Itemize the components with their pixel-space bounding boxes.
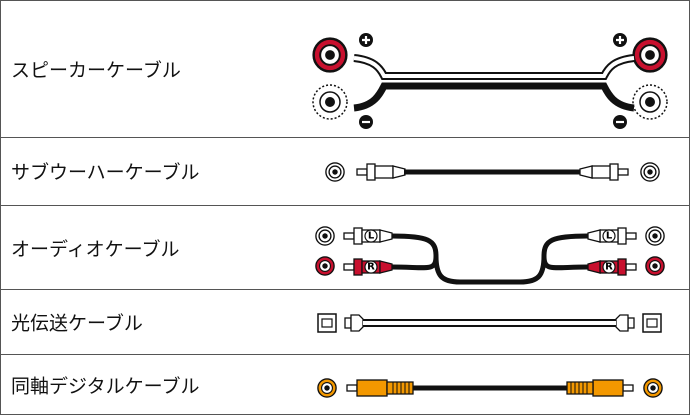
row-label: スピーカーケーブル — [11, 59, 181, 82]
channel-label: L — [368, 231, 375, 242]
row-label: 同軸デジタルケーブル — [11, 375, 200, 397]
row-label: サブウーハーケーブル — [11, 161, 200, 184]
row-label: オーディオケーブル — [11, 238, 180, 260]
channel-label: L — [606, 231, 613, 242]
row-label: 光伝送ケーブル — [11, 312, 143, 335]
channel-label: R — [367, 262, 375, 273]
channel-label: R — [605, 262, 613, 273]
